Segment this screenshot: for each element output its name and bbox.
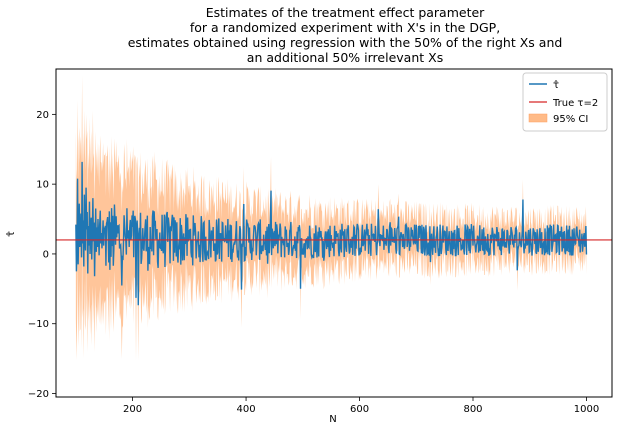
x-axis-label: N (329, 414, 336, 425)
x-tick-label: 200 (123, 404, 142, 415)
estimate-line (75, 161, 588, 306)
legend: τ̂ True τ=2 95% CI (522, 72, 608, 132)
x-tick-label: 800 (463, 404, 482, 415)
y-axis-label: τ̂ (5, 231, 17, 237)
y-tick-label: −20 (28, 389, 49, 400)
y-tick-label: −10 (28, 319, 49, 330)
y-tick-label: 0 (43, 249, 49, 260)
legend-label-true-tau: True τ=2 (552, 98, 598, 109)
y-tick-label: 10 (36, 180, 49, 191)
chart-title: Estimates of the treatment effect parame… (128, 5, 563, 65)
plot-frame (55, 68, 613, 398)
x-tick-label: 400 (237, 404, 256, 415)
legend-label-estimate: τ̂ (553, 79, 559, 91)
x-tick-label: 1000 (574, 404, 599, 415)
title-line-2: for a randomized experiment with X's in … (190, 20, 500, 35)
title-line-1: Estimates of the treatment effect parame… (206, 5, 485, 20)
y-axis: −20 −10 0 10 20 (28, 110, 56, 400)
title-line-4: an additional 50% irrelevant Xs (247, 50, 443, 65)
y-tick-label: 20 (36, 110, 49, 121)
legend-label-ci: 95% CI (553, 114, 588, 125)
ci-band (75, 75, 587, 361)
plot-area (56, 75, 612, 361)
title-line-3: estimates obtained using regression with… (128, 35, 563, 50)
x-axis: 200 400 600 800 1000 (123, 397, 599, 415)
x-tick-label: 600 (350, 404, 369, 415)
legend-swatch-ci (528, 113, 548, 123)
